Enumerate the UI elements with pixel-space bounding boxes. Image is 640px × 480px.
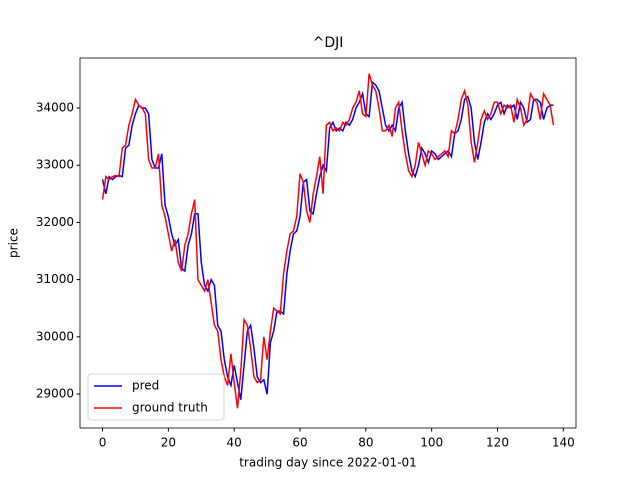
x-tick-label: 0: [99, 436, 107, 450]
x-tick-label: 140: [552, 436, 575, 450]
plot-frame: [79, 57, 577, 429]
x-tick-label: 120: [486, 436, 509, 450]
legend-label: pred: [132, 379, 159, 393]
y-axis-label: price: [7, 228, 21, 258]
y-tick-label: 31000: [36, 272, 74, 286]
line-series: [101, 73, 555, 409]
x-tick-label: 20: [161, 436, 176, 450]
y-tick-label: 30000: [36, 329, 74, 343]
x-tick-label: 60: [292, 436, 307, 450]
x-tick-label: 100: [420, 436, 443, 450]
legend-label: ground truth: [132, 401, 208, 415]
chart-title: ^DJI: [313, 35, 344, 51]
x-axis-label: trading day since 2022-01-01: [239, 456, 417, 470]
x-tick-label: 80: [358, 436, 373, 450]
x-tick-label: 40: [227, 436, 242, 450]
y-tick-label: 32000: [36, 215, 74, 229]
y-tick-label: 34000: [36, 100, 74, 114]
y-tick-label: 29000: [36, 387, 74, 401]
line-series: [101, 80, 554, 400]
y-tick-label: 33000: [36, 158, 74, 172]
